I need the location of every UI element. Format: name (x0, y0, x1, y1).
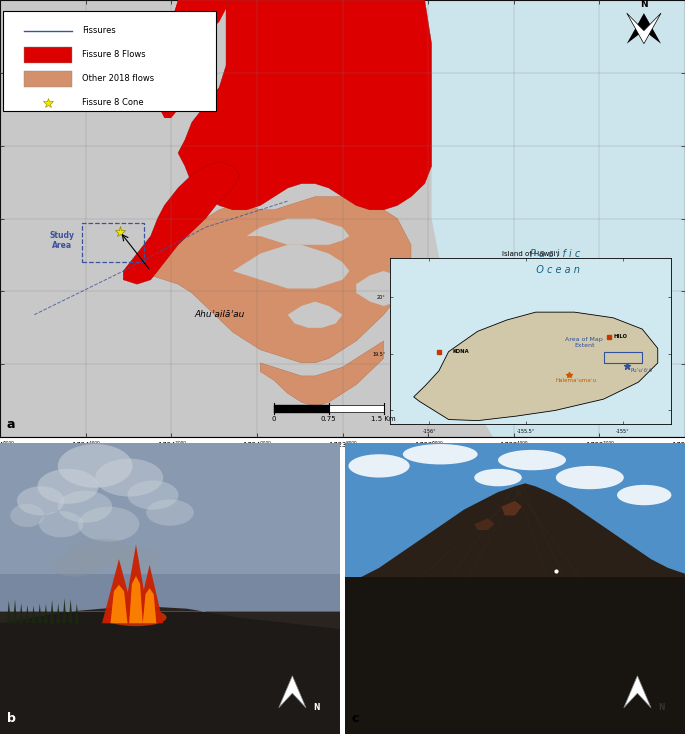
Polygon shape (0, 606, 340, 629)
Polygon shape (260, 341, 384, 407)
Ellipse shape (78, 506, 139, 542)
FancyBboxPatch shape (24, 47, 72, 62)
Polygon shape (68, 599, 73, 623)
Ellipse shape (17, 487, 64, 515)
Ellipse shape (39, 511, 84, 537)
Polygon shape (50, 600, 54, 623)
Ellipse shape (617, 485, 671, 505)
Polygon shape (627, 13, 661, 44)
Polygon shape (129, 576, 142, 623)
Text: c: c (352, 712, 359, 725)
Polygon shape (474, 518, 495, 530)
Polygon shape (137, 197, 411, 363)
Text: N: N (658, 703, 664, 712)
Text: 0.75: 0.75 (321, 416, 336, 422)
Polygon shape (7, 600, 11, 623)
Text: Fissure 8 Flows: Fissure 8 Flows (82, 50, 146, 59)
Polygon shape (75, 603, 79, 623)
Polygon shape (356, 271, 404, 306)
Polygon shape (62, 598, 66, 623)
Ellipse shape (403, 444, 477, 465)
Polygon shape (233, 244, 349, 288)
Polygon shape (171, 0, 226, 52)
Ellipse shape (58, 490, 112, 523)
Text: a: a (7, 418, 15, 431)
Text: b: b (7, 712, 16, 725)
Polygon shape (279, 676, 306, 708)
Text: Fissure 8 Cone: Fissure 8 Cone (82, 98, 144, 107)
Polygon shape (13, 600, 17, 623)
Ellipse shape (68, 539, 136, 568)
Polygon shape (345, 484, 685, 583)
Polygon shape (627, 13, 661, 44)
Ellipse shape (95, 459, 163, 496)
FancyBboxPatch shape (3, 11, 216, 112)
Text: Study
Area: Study Area (49, 230, 74, 250)
Polygon shape (44, 604, 48, 623)
FancyBboxPatch shape (0, 611, 340, 734)
Text: 1.5 Km: 1.5 Km (371, 416, 396, 422)
FancyBboxPatch shape (0, 443, 340, 734)
Text: 0: 0 (272, 416, 276, 422)
FancyBboxPatch shape (345, 577, 685, 734)
Polygon shape (178, 0, 432, 210)
Ellipse shape (474, 469, 522, 487)
Polygon shape (102, 559, 136, 623)
Ellipse shape (105, 608, 166, 626)
Polygon shape (38, 603, 42, 623)
Ellipse shape (58, 444, 133, 488)
Polygon shape (425, 0, 685, 437)
Polygon shape (624, 676, 651, 708)
Polygon shape (19, 603, 23, 623)
Polygon shape (123, 161, 240, 284)
Polygon shape (158, 0, 206, 118)
Polygon shape (123, 545, 149, 623)
FancyBboxPatch shape (345, 443, 685, 583)
Ellipse shape (556, 466, 624, 490)
Text: Fissures: Fissures (82, 26, 116, 35)
Text: Ahuʾailāʾau: Ahuʾailāʾau (194, 310, 245, 319)
Polygon shape (247, 219, 349, 244)
Ellipse shape (146, 499, 194, 526)
Polygon shape (56, 603, 60, 623)
Polygon shape (110, 585, 127, 623)
Polygon shape (501, 501, 522, 515)
Ellipse shape (49, 553, 100, 577)
Ellipse shape (110, 548, 162, 571)
Text: N: N (313, 703, 319, 712)
Text: N: N (640, 0, 648, 9)
Text: P a c i f i c
  O c e a n: P a c i f i c O c e a n (530, 249, 580, 275)
Ellipse shape (349, 454, 410, 478)
Ellipse shape (498, 450, 566, 470)
Ellipse shape (10, 504, 45, 527)
FancyBboxPatch shape (0, 443, 340, 574)
Polygon shape (32, 606, 36, 623)
Polygon shape (142, 588, 156, 623)
Text: Other 2018 flows: Other 2018 flows (82, 74, 154, 83)
Polygon shape (288, 302, 342, 328)
Polygon shape (136, 565, 163, 623)
Ellipse shape (38, 469, 99, 504)
FancyBboxPatch shape (24, 70, 72, 87)
Polygon shape (25, 605, 29, 623)
Ellipse shape (127, 481, 179, 509)
